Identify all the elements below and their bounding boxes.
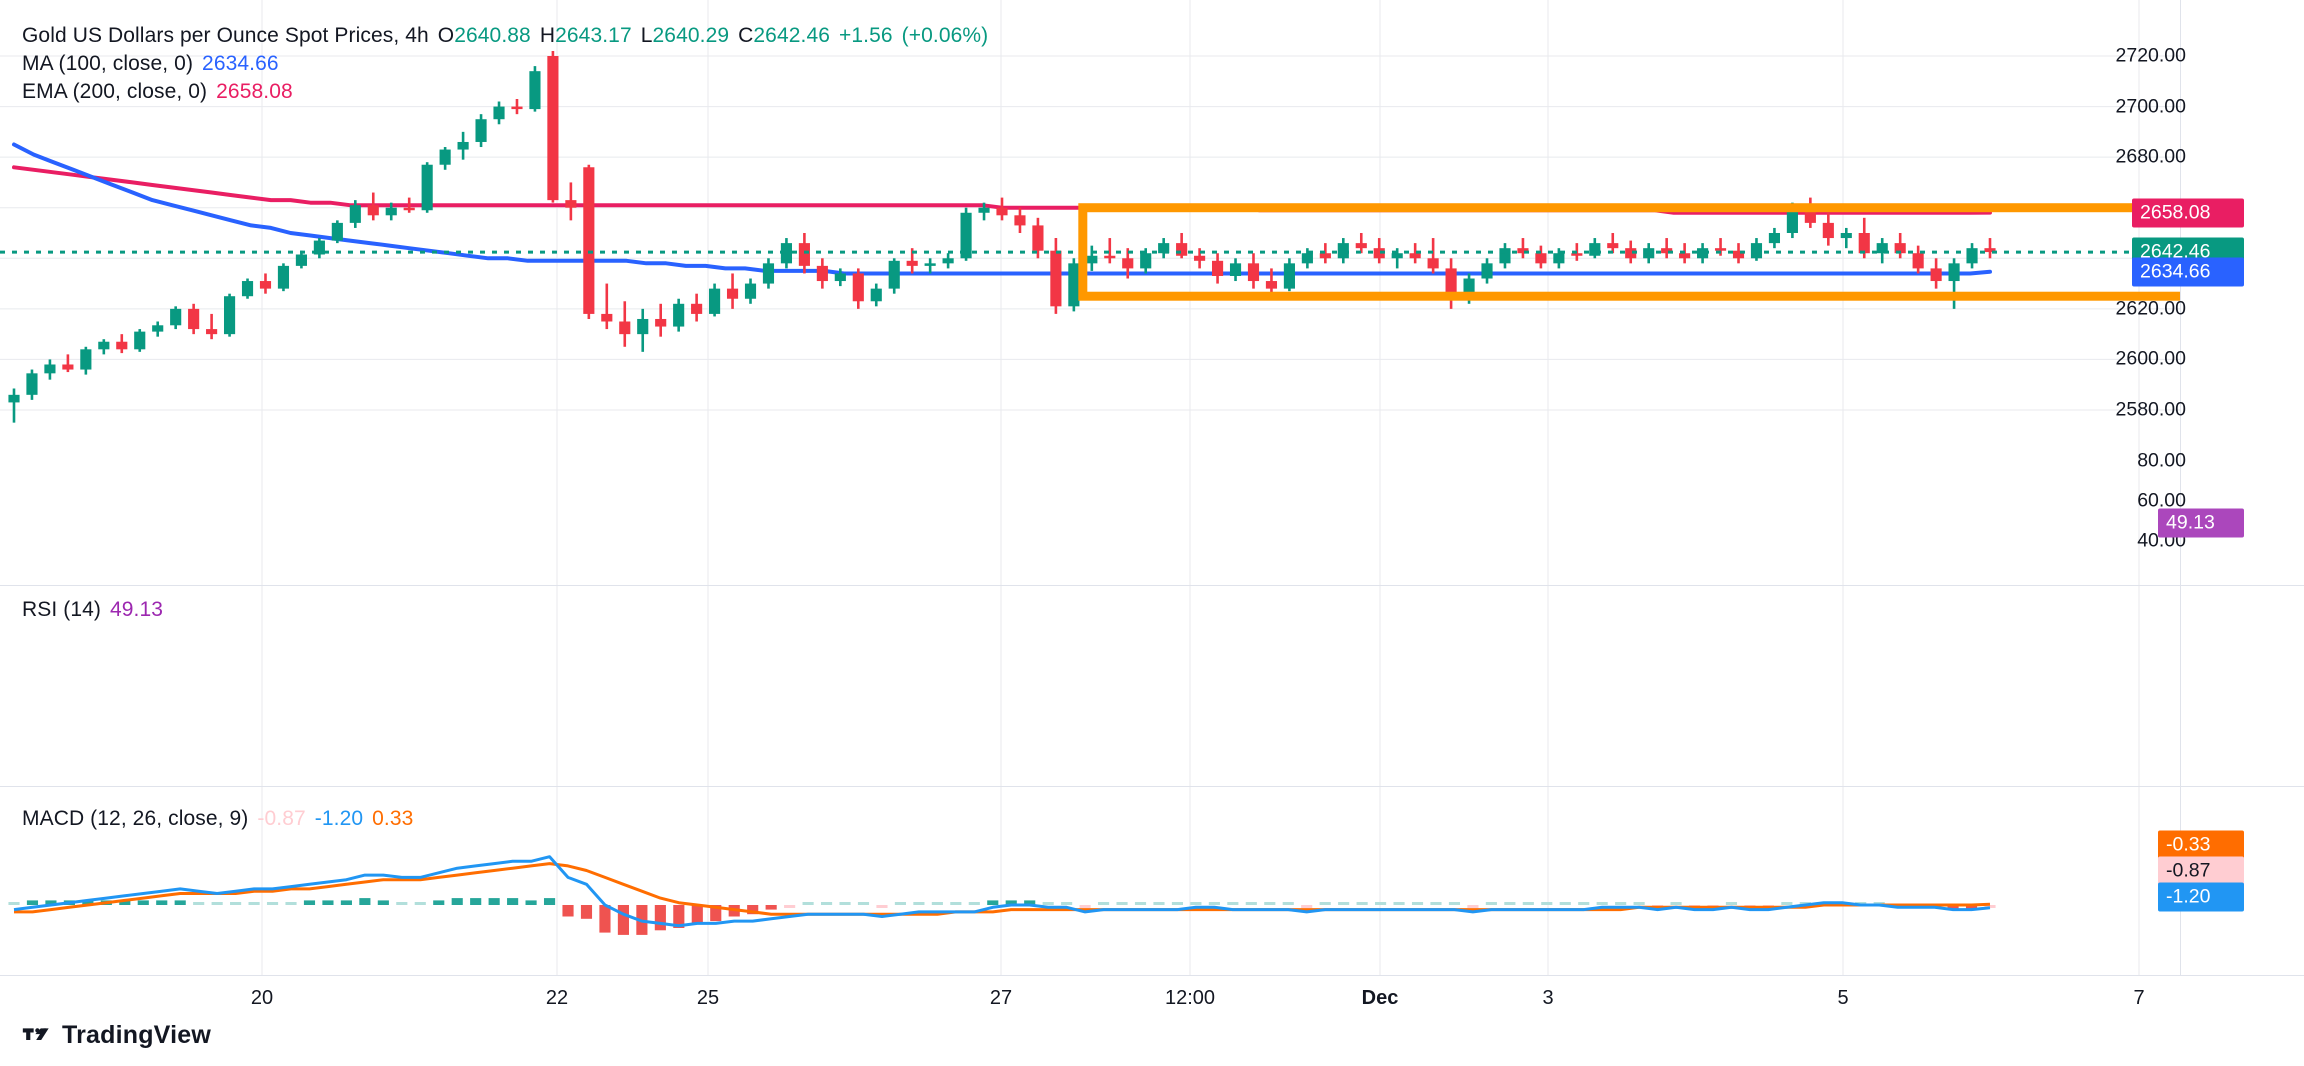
macd-signal-badge[interactable]: -0.33 bbox=[2158, 830, 2244, 860]
time-axis-tick: 12:00 bbox=[1164, 987, 1216, 1009]
macd-plot-area[interactable] bbox=[0, 787, 2180, 975]
pane-separator-2[interactable] bbox=[0, 786, 2304, 787]
price-axis-tick: 2700.00 bbox=[2115, 95, 2187, 118]
time-axis-tick: 3 bbox=[1542, 987, 1554, 1009]
macd-line-badge[interactable]: -1.20 bbox=[2158, 882, 2244, 912]
price-plot-area[interactable] bbox=[0, 0, 2180, 585]
time-axis-separator bbox=[0, 975, 2304, 976]
price-axis-divider bbox=[2180, 0, 2181, 585]
macd-hist-badge[interactable]: -0.87 bbox=[2158, 856, 2244, 886]
rsi-axis-divider bbox=[2180, 586, 2181, 786]
rsi-axis-tick: 80.00 bbox=[2137, 449, 2186, 472]
rsi-plot-area[interactable] bbox=[0, 586, 2180, 786]
candles bbox=[8, 50, 1996, 423]
rsi-line-svg bbox=[261, 586, 2140, 786]
rsi-axis[interactable]: 80.00 60.00 40.00 49.13 bbox=[2137, 450, 2304, 786]
time-axis-tick: 20 bbox=[250, 987, 274, 1009]
time-axis-tick: 5 bbox=[1837, 987, 1849, 1009]
macd-signal-line bbox=[14, 862, 1991, 916]
rsi-pane[interactable]: 80.00 60.00 40.00 49.13 RSI (14) 49.13 bbox=[0, 450, 2304, 786]
tradingview-branding[interactable]: TradingView bbox=[22, 1020, 211, 1050]
price-candlestick-svg bbox=[0, 0, 2180, 585]
price-pane[interactable]: 2720.00 2700.00 2680.00 2620.00 2600.00 2580.… bbox=[0, 0, 2304, 585]
rsi-axis-tick: 60.00 bbox=[2137, 489, 2186, 512]
price-axis-tick: 2720.00 bbox=[2115, 44, 2187, 67]
tradingview-wordmark: TradingView bbox=[62, 1020, 212, 1049]
macd-pane[interactable]: -0.33 -0.87 -1.20 MACD (12, 26, close, 9) -… bbox=[0, 787, 2304, 975]
consolidation-range-box bbox=[1078, 203, 2180, 301]
macd-histogram bbox=[8, 898, 1996, 935]
macd-axis[interactable]: -0.33 -0.87 -1.20 bbox=[2158, 787, 2304, 975]
macd-gridlines bbox=[261, 787, 2140, 975]
price-axis-tick: 2600.00 bbox=[2115, 347, 2187, 370]
price-axis-tick: 2680.00 bbox=[2115, 145, 2187, 168]
rsi-gridlines bbox=[261, 586, 2140, 786]
time-axis-tick: 22 bbox=[545, 987, 569, 1009]
price-axis-tick: 2580.00 bbox=[2115, 398, 2187, 421]
macd-svg bbox=[8, 787, 2140, 975]
rsi-value-badge[interactable]: 49.13 bbox=[2158, 508, 2244, 538]
tradingview-logo-icon bbox=[22, 1028, 49, 1040]
time-axis-tick: Dec bbox=[1361, 987, 1399, 1009]
ema-price-badge[interactable]: 2658.08 bbox=[2132, 198, 2244, 228]
macd-line bbox=[13, 855, 1991, 928]
pane-separator-1[interactable] bbox=[0, 585, 2304, 586]
time-axis-tick: 27 bbox=[989, 987, 1013, 1009]
ma-100-line bbox=[12, 142, 1992, 276]
ma-price-badge[interactable]: 2634.66 bbox=[2132, 257, 2244, 287]
price-axis-tick: 2620.00 bbox=[2115, 297, 2187, 320]
price-axis[interactable]: 2720.00 2700.00 2680.00 2620.00 2600.00 2580.… bbox=[2116, 0, 2304, 585]
time-axis[interactable]: 20 22 25 27 12:00 Dec 3 5 7 bbox=[0, 975, 2304, 1020]
time-axis-tick: 7 bbox=[2133, 987, 2145, 1009]
time-axis-tick: 25 bbox=[696, 987, 720, 1009]
